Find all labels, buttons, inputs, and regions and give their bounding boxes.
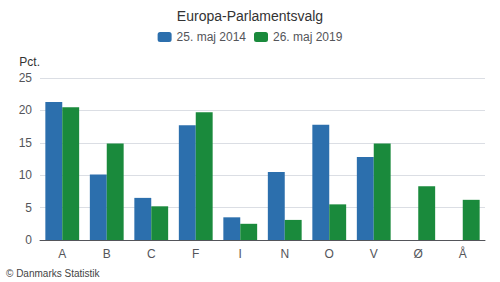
svg-text:10: 10	[19, 168, 33, 182]
svg-text:F: F	[192, 247, 199, 261]
svg-text:V: V	[370, 247, 378, 261]
svg-text:25: 25	[19, 71, 33, 85]
svg-text:Pct.: Pct.	[19, 55, 40, 69]
svg-text:25. maj 2014: 25. maj 2014	[177, 30, 247, 44]
svg-text:5: 5	[25, 201, 32, 215]
svg-text:N: N	[280, 247, 289, 261]
svg-text:I: I	[239, 247, 242, 261]
svg-text:© Danmarks Statistik: © Danmarks Statistik	[6, 268, 101, 279]
svg-text:Ø: Ø	[414, 247, 423, 261]
svg-text:0: 0	[25, 233, 32, 247]
svg-text:C: C	[147, 247, 156, 261]
svg-text:26. maj 2019: 26. maj 2019	[273, 30, 343, 44]
svg-text:A: A	[58, 247, 66, 261]
svg-text:O: O	[325, 247, 334, 261]
svg-text:B: B	[103, 247, 111, 261]
svg-text:15: 15	[19, 136, 33, 150]
svg-text:Europa-Parlamentsvalg: Europa-Parlamentsvalg	[177, 8, 323, 24]
svg-text:Å: Å	[459, 246, 467, 261]
svg-text:20: 20	[19, 103, 33, 117]
